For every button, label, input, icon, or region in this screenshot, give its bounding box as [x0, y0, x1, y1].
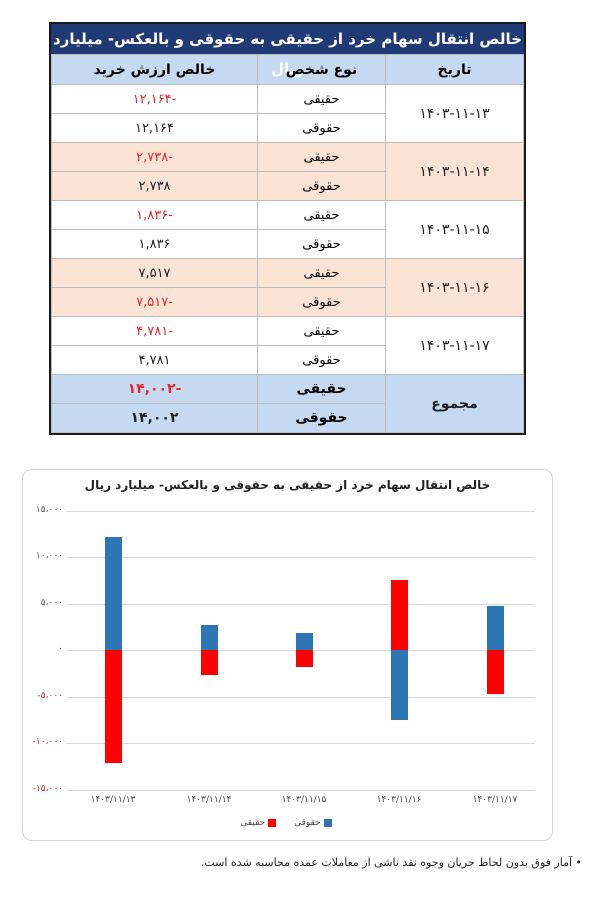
net-value-cell: -۱,۸۳۶ — [51, 200, 258, 230]
chart-legend: حقوقی حقیقی — [23, 818, 552, 828]
table-row: ۱۴۰۳-۱۱-۱۵ حقیقی -۱,۸۳۶ — [51, 200, 524, 259]
table-header-row: تاریخ نوع شخص خالص ارزش خرید — [51, 54, 524, 85]
date-cell: ۱۴۰۳-۱۱-۱۷ — [385, 316, 524, 375]
date-cell: ۱۴۰۳-۱۱-۱۵ — [385, 200, 524, 259]
header-date: تاریخ — [385, 54, 524, 85]
net-value-cell: ۴,۷۸۱ — [51, 345, 258, 375]
header-net-value: خالص ارزش خرید — [51, 54, 258, 85]
y-tick-label: ۱۰،۰۰۰ — [35, 551, 63, 561]
total-label: مجموع — [385, 374, 524, 433]
net-value-cell: ۲,۷۳۸ — [51, 171, 258, 201]
person-type-cell: حقیقی — [257, 142, 386, 172]
x-tick-label: ۱۴۰۳/۱۱/۱۶ — [376, 795, 422, 805]
net-value-cell: ۱,۸۳۶ — [51, 229, 258, 259]
table-row: حقوقی ۱,۸۳۶ — [51, 229, 524, 259]
bar-hoghooghi — [105, 536, 122, 650]
stacked-bar-chart: خالص انتقال سهام خرد از حقیقی به حقوقی و… — [22, 469, 553, 841]
table-title: خالص انتقال سهام خرد از حقیقی به حقوقی و… — [51, 24, 524, 78]
y-tick-label: -۱۵،۰۰۰ — [32, 783, 63, 794]
bar-hoghooghi — [487, 605, 504, 650]
bar-haghighi — [296, 650, 313, 668]
person-type-cell: حقوقی — [257, 403, 386, 433]
table-row: ۱۴۰۳-۱۱-۱۶ حقیقی ۷,۵۱۷ — [51, 258, 524, 317]
table-row: ۱۴۰۳-۱۱-۱۷ حقیقی -۴,۷۸۱ — [51, 316, 524, 375]
net-value-cell: -۲,۷۳۸ — [51, 142, 258, 172]
y-tick-label: ۵،۰۰۰ — [40, 597, 63, 608]
person-type-cell: حقوقی — [257, 345, 386, 375]
person-type-cell: حقیقی — [257, 84, 386, 114]
net-value-cell: -۴,۷۸۱ — [51, 316, 258, 346]
bar-hoghooghi — [201, 624, 218, 650]
gridline — [67, 743, 535, 744]
y-tick-label: ۰ — [58, 644, 63, 654]
y-tick-label: ۱۵،۰۰۰ — [35, 504, 63, 515]
person-type-cell: حقوقی — [257, 171, 386, 201]
bar-haghighi — [201, 650, 218, 676]
gridline — [67, 510, 535, 512]
net-value-cell: ۷,۵۱۷ — [51, 258, 258, 288]
table-row: حقوقی ۱۲,۱۶۴ — [51, 113, 524, 143]
date-cell: ۱۴۰۳-۱۱-۱۳ — [385, 84, 524, 143]
net-value-cell: ۱۴,۰۰۲ — [51, 403, 258, 433]
person-type-cell: حقوقی — [257, 229, 386, 259]
net-transfer-table: خالص انتقال سهام خرد از حقیقی به حقوقی و… — [49, 22, 526, 435]
date-cell: ۱۴۰۳-۱۱-۱۴ — [385, 142, 524, 201]
header-person-type: نوع شخص — [257, 54, 386, 85]
legend-swatch-blue — [323, 818, 332, 827]
bar-haghighi — [105, 650, 122, 764]
legend-item-hoghooghi: حقوقی — [294, 818, 335, 828]
net-value-cell: -۱۲,۱۶۴ — [51, 84, 258, 114]
date-cell: ۱۴۰۳-۱۱-۱۶ — [385, 258, 524, 317]
table-row: مجموع حقیقی -۱۴,۰۰۲ — [51, 374, 524, 433]
gridline — [67, 789, 535, 791]
footnote: • آمار فوق بدون لحاظ جریان وجوه نقد ناشی… — [200, 856, 582, 869]
gridline — [67, 603, 535, 605]
table-row: حقوقی ۲,۷۳۸ — [51, 171, 524, 201]
table-row: ۱۴۰۳-۱۱-۱۳ حقیقی -۱۲,۱۶۴ — [51, 84, 524, 143]
legend-swatch-red — [268, 818, 277, 827]
x-tick-label: ۱۴۰۳/۱۱/۱۳ — [90, 795, 136, 805]
gridline — [67, 696, 535, 698]
x-tick-label: ۱۴۰۳/۱۱/۱۷ — [472, 795, 518, 805]
person-type-cell: حقیقی — [257, 200, 386, 230]
person-type-cell: حقوقی — [257, 113, 386, 143]
x-tick-label: ۱۴۰۳/۱۱/۱۵ — [281, 795, 327, 805]
bar-haghighi — [391, 580, 408, 650]
person-type-cell: حقیقی — [257, 258, 386, 288]
table-row: ۱۴۰۳-۱۱-۱۴ حقیقی -۲,۷۳۸ — [51, 142, 524, 201]
person-type-cell: حقیقی — [257, 374, 386, 404]
data-table: تاریخ نوع شخص خالص ارزش خرید ۱۴۰۳-۱۱-۱۳ ح… — [51, 54, 524, 433]
bar-hoghooghi — [391, 650, 408, 720]
table-row: حقوقی -۷,۵۱۷ — [51, 287, 524, 317]
x-tick-label: ۱۴۰۳/۱۱/۱۴ — [186, 795, 232, 805]
y-tick-label: -۱۰،۰۰۰ — [32, 737, 63, 747]
bar-hoghooghi — [296, 632, 313, 650]
bar-haghighi — [487, 650, 504, 695]
net-value-cell: -۱۴,۰۰۲ — [51, 374, 258, 404]
legend-item-haghighi: حقیقی — [240, 818, 279, 828]
person-type-cell: حقیقی — [257, 316, 386, 346]
person-type-cell: حقوقی — [257, 287, 386, 317]
table-row: حقوقی ۱۴,۰۰۲ — [51, 403, 524, 433]
net-value-cell: ۱۲,۱۶۴ — [51, 113, 258, 143]
y-tick-label: -۵،۰۰۰ — [37, 690, 64, 701]
net-value-cell: -۷,۵۱۷ — [51, 287, 258, 317]
gridline — [67, 557, 535, 558]
chart-title: خالص انتقال سهام خرد از حقیقی به حقوقی و… — [84, 478, 491, 492]
